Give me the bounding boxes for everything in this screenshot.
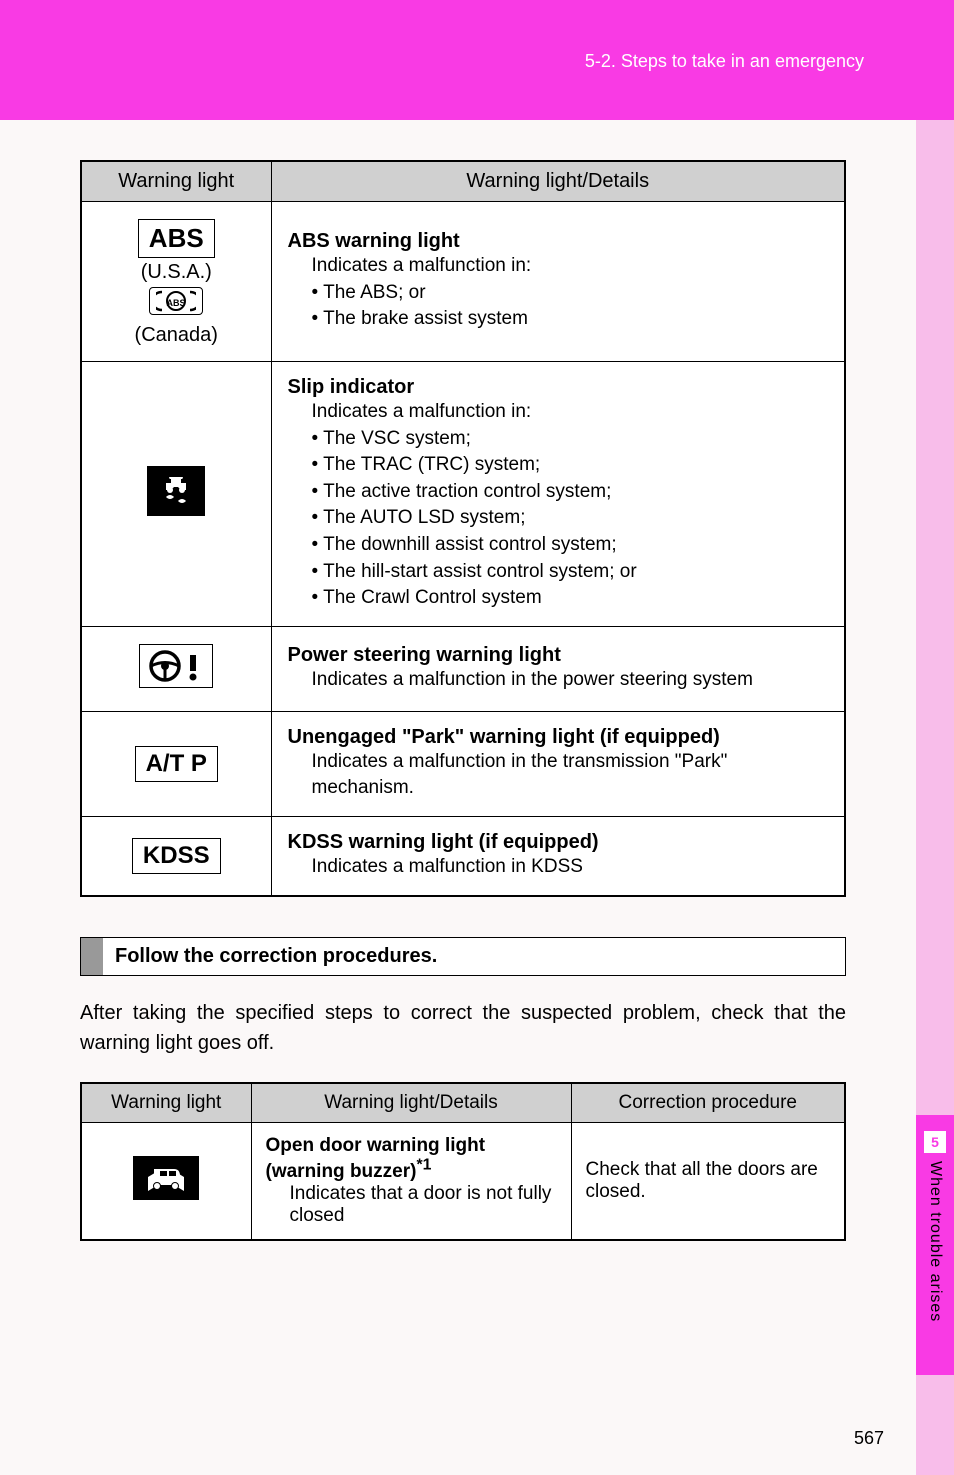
section-header: Follow the correction procedures. [80,937,846,976]
table1-header-1: Warning light/Details [271,161,845,202]
list-item: The downhill assist control system; [312,532,829,559]
page-content: Warning light Warning light/Details ABS … [0,120,916,1241]
list-item: The VSC system; [312,426,829,453]
abs-region-usa: (U.S.A.) [141,261,212,283]
abs-region-canada: (Canada) [135,324,218,346]
section-title: Follow the correction procedures. [103,938,449,975]
page-number: 567 [854,1428,884,1449]
footnote-marker: *1 [416,1157,431,1174]
row-title: Power steering warning light [288,644,561,666]
row-title: Unengaged "Park" warning light (if equip… [288,726,720,748]
warning-light-table: Warning light Warning light/Details ABS … [80,160,846,897]
indicates-text: Indicates a malfunction in KDSS [288,854,829,881]
row-title: Open door warning light (warning buzzer) [266,1135,486,1182]
row-title: ABS warning light [288,230,460,252]
row-title: KDSS warning light (if equipped) [288,831,599,853]
list-item: The brake assist system [312,306,829,333]
indicates-text: Indicates a malfunction in the transmiss… [288,749,829,802]
list-item: The Crawl Control system [312,585,829,612]
table-row: KDSS KDSS warning light (if equipped) In… [81,816,845,895]
door-open-icon [133,1156,199,1200]
section-number-badge: 5 [924,1131,946,1153]
atp-light-icon: A/T P [135,746,218,782]
slip-indicator-icon [147,466,205,516]
abs-canada-icon: ABS [149,287,203,315]
power-steering-icon [139,644,213,688]
table-row: Power steering warning light Indicates a… [81,626,845,711]
list-item: The hill-start assist control system; or [312,559,829,586]
table2-header-0: Warning light [81,1083,251,1123]
indicates-text: Indicates a malfunction in the power ste… [288,667,829,694]
page-header: 5-2. Steps to take in an emergency [0,0,954,120]
section-title-vertical: When trouble arises [926,1161,944,1322]
intro-paragraph: After taking the specified steps to corr… [80,998,846,1058]
list-item: The active traction control system; [312,479,829,506]
table-row: Slip indicator Indicates a malfunction i… [81,362,845,627]
list-item: The TRAC (TRC) system; [312,452,829,479]
row-desc: Indicates that a door is not fully close… [266,1183,557,1227]
row-title: Slip indicator [288,376,415,398]
table1-header-0: Warning light [81,161,271,202]
indicates-text: Indicates a malfunction in: [312,253,829,280]
table-row: ABS (U.S.A.) ABS (Canada) ABS warning li… [81,202,845,362]
table-row: A/T P Unengaged "Park" warning light (if… [81,711,845,816]
table2-header-1: Warning light/Details [251,1083,571,1123]
abs-light-icon: ABS [138,219,215,258]
table-row: Open door warning light (warning buzzer)… [81,1122,845,1240]
list-item: The ABS; or [312,280,829,307]
table2-header-2: Correction procedure [571,1083,845,1123]
indicates-text: Indicates a malfunction in: [312,399,829,426]
kdss-light-icon: KDSS [132,838,221,874]
breadcrumb: 5-2. Steps to take in an emergency [585,51,864,72]
side-tabs: 5 When trouble arises [916,120,954,1475]
correction-table: Warning light Warning light/Details Corr… [80,1082,846,1241]
side-tab-inactive-top [916,120,954,1115]
correction-text: Check that all the doors are closed. [571,1122,845,1240]
section-marker [81,938,103,975]
list-item: The AUTO LSD system; [312,505,829,532]
side-tab-inactive-bottom [916,1375,954,1475]
side-tab-active: 5 When trouble arises [916,1115,954,1375]
